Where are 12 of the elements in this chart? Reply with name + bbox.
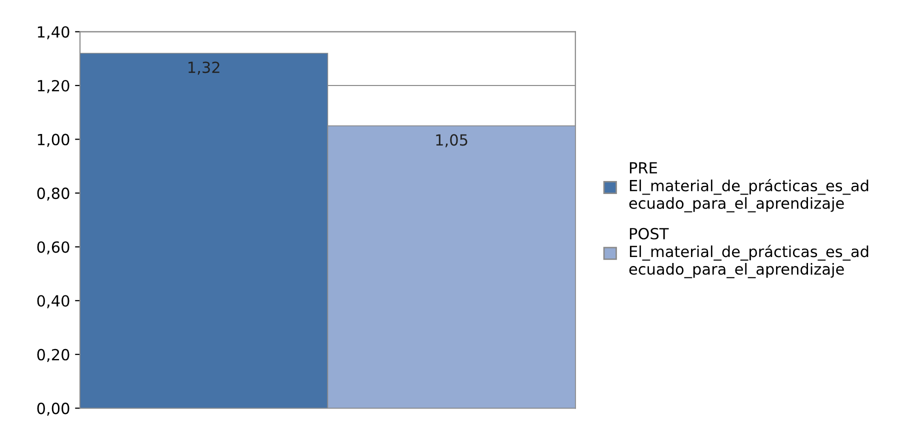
y-tick-label: 1,20 (38, 80, 70, 94)
y-tick-label: 1,40 (38, 26, 70, 40)
y-tick-label: 0,80 (37, 188, 70, 201)
data-label: 1,05 (436, 134, 468, 148)
data-label: 1,32 (188, 62, 220, 75)
y-tick-label: 1,00 (38, 134, 70, 147)
legend-label: PRE El_material_de_prácticas_es_ad ecuado_para_el_aprendizaje (629, 162, 868, 212)
y-tick-label: 0,20 (37, 348, 70, 362)
y-tick-label: 0,00 (37, 402, 70, 416)
y-tick-label: 0,40 (37, 295, 70, 308)
y-tick-label: 0,60 (37, 241, 70, 254)
legend-label: POST El_material_de_prácticas_es_ad ecuado_para_el_aprendizaje (629, 228, 868, 278)
